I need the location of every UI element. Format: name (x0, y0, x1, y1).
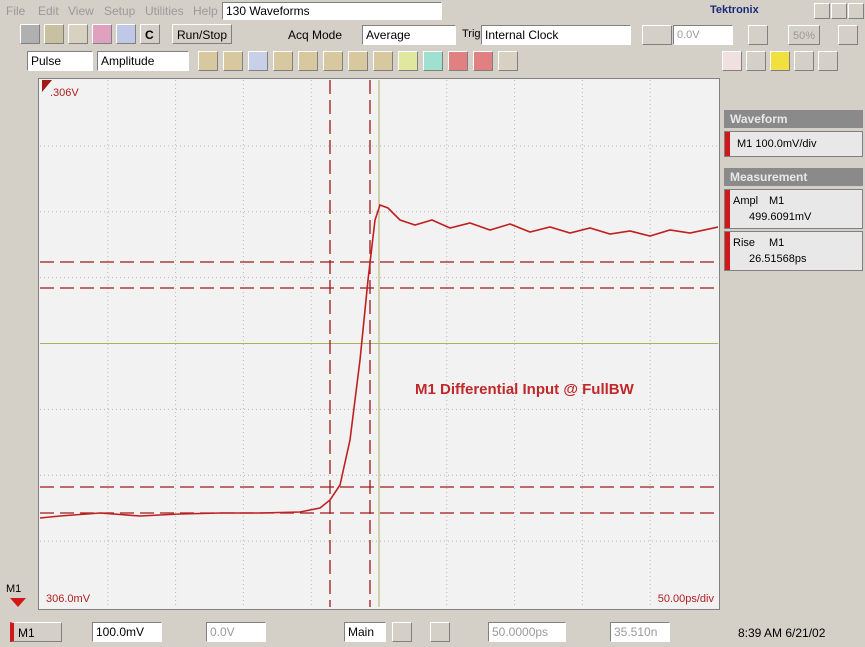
help-icon[interactable] (838, 25, 858, 45)
menu-item[interactable]: File (6, 4, 26, 18)
measure-tool-icon[interactable] (298, 51, 318, 71)
view-icon[interactable] (722, 51, 742, 71)
annotation: M1 Differential Input @ FullBW (415, 381, 635, 398)
timebase: 50.00ps/div (658, 593, 715, 605)
print-icon[interactable] (20, 24, 40, 44)
status-bar: M1 100.0mV 0.0V Main 50.0000ps 35.510n 8… (0, 618, 865, 647)
menu-item[interactable]: Utilities (145, 4, 184, 18)
menu-item[interactable]: Help (193, 4, 218, 18)
measure-icon[interactable] (116, 24, 136, 44)
measurement-name: Ampl (733, 195, 759, 207)
panel-header: Measurement (724, 168, 863, 186)
toolbar: C Run/Stop Acq Mode Average Trig Interna… (0, 22, 865, 48)
measure-tool-icon[interactable] (198, 51, 218, 71)
measure-tool-icon[interactable] (498, 51, 518, 71)
run-stop-button[interactable]: Run/Stop (172, 24, 233, 44)
measurement-source: M1 (769, 237, 785, 249)
waveform-count: 130 Waveforms (222, 2, 442, 20)
menu-item[interactable]: View (68, 4, 94, 18)
zoom-icon[interactable] (430, 622, 450, 642)
top-level: .306V (50, 87, 79, 99)
menu-bar: File Edit View Setup Utilities Help 130 … (0, 0, 865, 22)
measure-tool-icon[interactable] (398, 51, 418, 71)
measure-bar: Pulse Amplitude (0, 48, 865, 76)
waveform-scale-box[interactable]: M1 100.0mV/div (724, 131, 863, 157)
delay-field[interactable]: 35.510n (610, 622, 670, 642)
measurement-value: 26.51568ps (749, 253, 807, 265)
minimize-button[interactable] (814, 3, 830, 19)
timebase-mode[interactable]: Main (344, 622, 386, 642)
clock: 8:39 AM 6/21/02 (738, 626, 826, 640)
measure-tool-icon[interactable] (348, 51, 368, 71)
amplitude-select[interactable]: Amplitude (97, 51, 189, 71)
bottom-level: 306.0mV (46, 593, 91, 605)
menu-item[interactable]: Setup (104, 4, 136, 18)
fifty-percent-button[interactable]: 50% (788, 25, 821, 45)
grid-icon[interactable] (748, 25, 768, 45)
waveform-icon[interactable] (92, 24, 112, 44)
measurement-name: Rise (733, 237, 756, 249)
offset-field[interactable]: 0.0V (206, 622, 266, 642)
measure-tool-icon[interactable] (473, 51, 493, 71)
measure-tool-icon[interactable] (223, 51, 243, 71)
view-icon[interactable] (794, 51, 814, 71)
view-icon[interactable] (770, 51, 790, 71)
channel-marker: M1 (6, 583, 22, 595)
trig-level[interactable]: 0.0V (673, 25, 733, 45)
position-field[interactable]: 50.0000ps (488, 622, 566, 642)
waveform-scale: M1 100.0mV/div (737, 138, 817, 150)
measurement-box[interactable]: Rise M1 26.51568ps (724, 231, 863, 271)
trig-source-select[interactable]: Internal Clock (481, 25, 631, 45)
restore-button[interactable] (831, 3, 847, 19)
acq-mode-label: Acq Mode (288, 28, 343, 42)
measure-tool-icon[interactable] (448, 51, 468, 71)
menu-item[interactable]: Edit (38, 4, 59, 18)
measure-tool-icon[interactable] (423, 51, 443, 71)
level-marker (42, 80, 52, 92)
measure-tool-icon[interactable] (273, 51, 293, 71)
waveform-trace (40, 203, 718, 519)
pulse-select[interactable]: Pulse (27, 51, 93, 71)
brand: Tektronix (710, 4, 759, 16)
view-icon[interactable] (818, 51, 838, 71)
measurement-value: 499.6091mV (749, 211, 812, 223)
measure-tool-icon[interactable] (373, 51, 393, 71)
marker-arrow (10, 598, 26, 607)
slope-icon[interactable] (642, 25, 672, 45)
measurement-box[interactable]: Ampl M1 499.6091mV (724, 189, 863, 229)
scale-field[interactable]: 100.0mV (92, 622, 162, 642)
channel-button[interactable]: M1 (10, 622, 62, 642)
c-button[interactable]: C (140, 24, 160, 44)
tools-icon[interactable] (44, 24, 64, 44)
view-icon[interactable] (746, 51, 766, 71)
graticule: .306V 306.0mV 50.00ps/div M1 Differentia… (40, 80, 718, 607)
measure-tool-icon[interactable] (248, 51, 268, 71)
trig-label: Trig (462, 28, 481, 40)
zoom-icon[interactable] (392, 622, 412, 642)
acq-mode-select[interactable]: Average (362, 25, 456, 45)
close-button[interactable] (848, 3, 864, 19)
math-icon[interactable] (68, 24, 88, 44)
grid (40, 80, 718, 607)
measure-tool-icon[interactable] (323, 51, 343, 71)
measurement-source: M1 (769, 195, 785, 207)
cursors (40, 80, 718, 607)
panel-header: Waveform (724, 110, 863, 128)
